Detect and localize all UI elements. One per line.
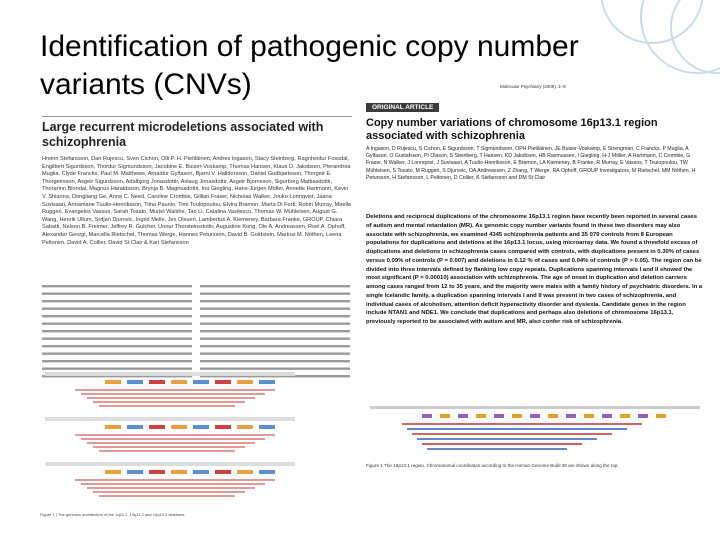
figure-block xyxy=(105,470,121,474)
text-line xyxy=(200,345,350,348)
figure-block xyxy=(171,380,187,384)
figure-block xyxy=(149,470,165,474)
figure-block xyxy=(237,425,253,429)
figure-block xyxy=(105,425,121,429)
figure-track xyxy=(45,462,295,466)
text-line xyxy=(200,307,350,310)
figure-gene xyxy=(476,414,486,418)
figure-block xyxy=(237,470,253,474)
figure-gene xyxy=(620,414,630,418)
figure-gene xyxy=(530,414,540,418)
figure-block xyxy=(259,425,275,429)
figure-track xyxy=(370,406,700,409)
right-figure xyxy=(370,406,700,450)
figure-block xyxy=(193,470,209,474)
text-line xyxy=(200,367,350,370)
journal-header: Molecular Psychiatry (2009), 1–8 xyxy=(500,84,566,89)
paper-title: Copy number variations of chromosome 16p… xyxy=(366,117,658,142)
figure-block xyxy=(127,380,143,384)
figure-gene xyxy=(566,414,576,418)
abstract: Deletions and reciprocal duplications of… xyxy=(366,214,703,325)
text-line xyxy=(42,292,192,295)
figure-caption: Figure 1 | The genomic architecture of t… xyxy=(40,512,186,517)
figure-gene xyxy=(422,414,432,418)
text-line xyxy=(200,330,350,333)
figure-block xyxy=(127,425,143,429)
figure-block xyxy=(215,380,231,384)
figure-gene xyxy=(458,414,468,418)
text-line xyxy=(42,330,192,333)
figure-block xyxy=(193,425,209,429)
figure-block xyxy=(215,470,231,474)
text-line xyxy=(42,337,192,340)
text-line xyxy=(200,285,350,288)
figure-block xyxy=(149,425,165,429)
text-line xyxy=(42,367,192,370)
left-body-graphics xyxy=(42,285,350,497)
text-line xyxy=(42,360,192,363)
text-line xyxy=(42,285,192,288)
figure-block xyxy=(171,470,187,474)
author-list: A Ingason, D Rujescu, S Cichon, E Sigurd… xyxy=(366,146,696,181)
figure-block xyxy=(215,425,231,429)
figure-gene xyxy=(602,414,612,418)
author-list: Hreinn Stefansson, Dan Rujescu, Sven Cic… xyxy=(42,156,352,246)
figure-block xyxy=(193,380,209,384)
figure-block xyxy=(237,380,253,384)
text-line xyxy=(200,315,350,318)
figure-track xyxy=(45,417,295,421)
figure-gene xyxy=(584,414,594,418)
text-line xyxy=(200,337,350,340)
figure-block xyxy=(105,380,121,384)
text-line xyxy=(42,315,192,318)
text-line xyxy=(200,352,350,355)
figure-gene xyxy=(638,414,648,418)
figure-caption: Figure 1 The 16p13.1 region. Chromosomal… xyxy=(366,463,619,468)
text-line xyxy=(200,375,350,378)
slide-title: Identification of pathogenic copy number… xyxy=(40,30,579,101)
figure-gene xyxy=(656,414,666,418)
text-line xyxy=(42,345,192,348)
rule xyxy=(42,116,352,117)
paper-title: Large recurrent microdeletions associate… xyxy=(42,120,324,149)
text-line xyxy=(42,375,192,378)
figure-block xyxy=(149,380,165,384)
figure-gene xyxy=(548,414,558,418)
text-line xyxy=(200,360,350,363)
figure-block xyxy=(171,425,187,429)
text-line xyxy=(200,300,350,303)
section-banner: ORIGINAL ARTICLE xyxy=(366,103,440,112)
figure-gene xyxy=(440,414,450,418)
text-line xyxy=(200,322,350,325)
figure-gene xyxy=(494,414,504,418)
text-line xyxy=(200,292,350,295)
text-line xyxy=(42,300,192,303)
text-line xyxy=(42,307,192,310)
figure-track xyxy=(45,372,295,376)
text-line xyxy=(42,322,192,325)
figure-block xyxy=(259,470,275,474)
figure-gene xyxy=(512,414,522,418)
figure-block xyxy=(259,380,275,384)
right-paper xyxy=(362,78,707,532)
figure-block xyxy=(127,470,143,474)
text-line xyxy=(42,352,192,355)
